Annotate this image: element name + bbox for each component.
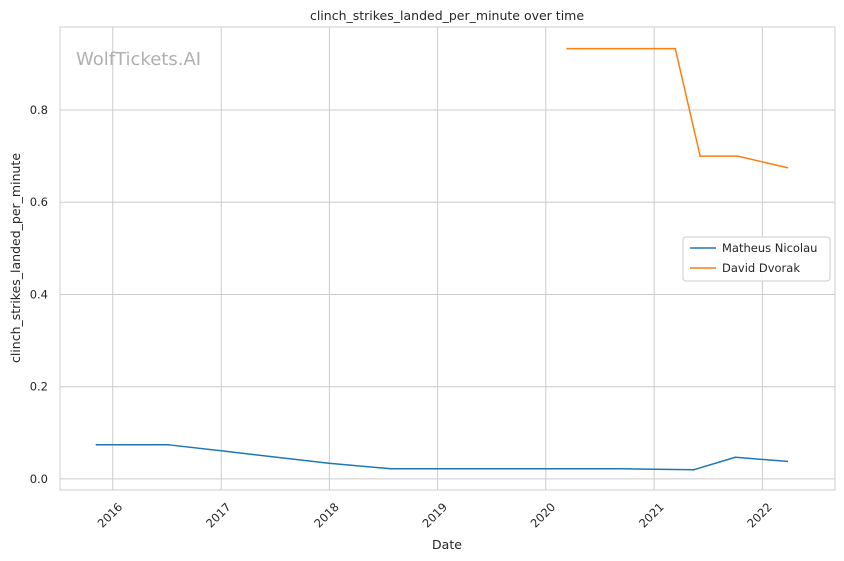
legend-label-0: Matheus Nicolau — [722, 241, 817, 255]
series-line-1 — [567, 47, 788, 169]
data-point — [699, 155, 702, 158]
data-point — [693, 468, 695, 471]
series-line-0 — [96, 444, 788, 471]
x-tick-label: 2022 — [744, 500, 775, 531]
data-point — [786, 460, 789, 463]
x-tick-label: 2019 — [419, 500, 450, 531]
y-axis-ticks: 0.0 0.2 0.4 0.6 0.8 — [30, 103, 48, 486]
data-point — [622, 467, 625, 470]
y-axis-label: clinch_strikes_landed_per_minute — [8, 153, 23, 363]
x-tick-label: 2020 — [528, 500, 559, 531]
x-tick-label: 2021 — [636, 500, 667, 531]
data-point — [736, 155, 739, 158]
y-tick-label: 0.0 — [30, 472, 48, 486]
data-point — [327, 462, 330, 465]
data-point — [390, 467, 392, 470]
data-point — [674, 47, 677, 50]
x-tick-label: 2017 — [203, 500, 234, 531]
y-tick-label: 0.6 — [30, 195, 48, 209]
data-point — [734, 456, 737, 459]
y-tick-label: 0.8 — [30, 103, 48, 117]
series-layer — [95, 47, 789, 471]
legend: Matheus Nicolau David Dvorak — [682, 236, 831, 282]
legend-box — [682, 236, 831, 282]
plot-area-frame — [59, 26, 836, 491]
x-tick-label: 2018 — [311, 500, 342, 531]
x-axis-label: Date — [432, 537, 462, 552]
data-point — [167, 443, 170, 446]
y-tick-label: 0.2 — [30, 380, 48, 394]
x-axis-ticks: 2016 2017 2018 2019 2020 2021 2022 — [95, 500, 775, 531]
y-tick-label: 0.4 — [30, 287, 48, 301]
chart-title: clinch_strikes_landed_per_minute over ti… — [310, 8, 584, 23]
legend-label-1: David Dvorak — [722, 261, 800, 275]
data-point — [224, 450, 227, 453]
data-point — [566, 47, 569, 50]
data-point — [95, 443, 98, 446]
grid-lines — [60, 27, 835, 490]
data-point — [786, 166, 789, 169]
watermark: WolfTickets.AI — [76, 49, 201, 70]
x-tick-label: 2016 — [95, 500, 126, 531]
